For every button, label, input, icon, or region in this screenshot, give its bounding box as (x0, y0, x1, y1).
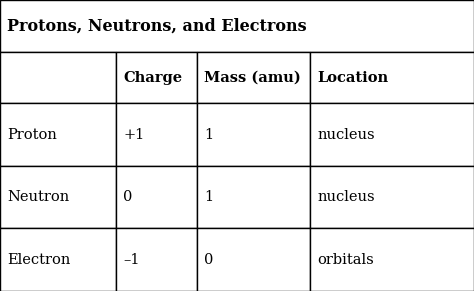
Text: nucleus: nucleus (318, 190, 375, 204)
Text: 1: 1 (204, 190, 213, 204)
Bar (116, 52, 197, 103)
Text: orbitals: orbitals (318, 253, 374, 267)
Text: Charge: Charge (123, 71, 182, 85)
Bar (310, 166, 474, 228)
Bar (197, 52, 310, 103)
Text: 1: 1 (204, 127, 213, 142)
Bar (116, 166, 197, 228)
Text: +1: +1 (123, 127, 145, 142)
Bar (0, 103, 116, 166)
Bar (310, 52, 474, 103)
Bar (310, 103, 474, 166)
Text: Protons, Neutrons, and Electrons: Protons, Neutrons, and Electrons (7, 18, 307, 35)
Bar (197, 103, 310, 166)
Text: –1: –1 (123, 253, 140, 267)
Text: Neutron: Neutron (7, 190, 69, 204)
Text: nucleus: nucleus (318, 127, 375, 142)
Bar (197, 166, 310, 228)
Text: Mass (amu): Mass (amu) (204, 71, 301, 85)
Bar (0, 0, 474, 52)
Text: Location: Location (318, 71, 389, 85)
Text: 0: 0 (123, 190, 133, 204)
Bar (310, 228, 474, 291)
Bar (0, 166, 116, 228)
Text: Proton: Proton (7, 127, 57, 142)
Bar (116, 228, 197, 291)
Bar (0, 52, 116, 103)
Text: 0: 0 (204, 253, 213, 267)
Bar (116, 103, 197, 166)
Text: Electron: Electron (7, 253, 71, 267)
Bar (197, 228, 310, 291)
Bar (0, 228, 116, 291)
